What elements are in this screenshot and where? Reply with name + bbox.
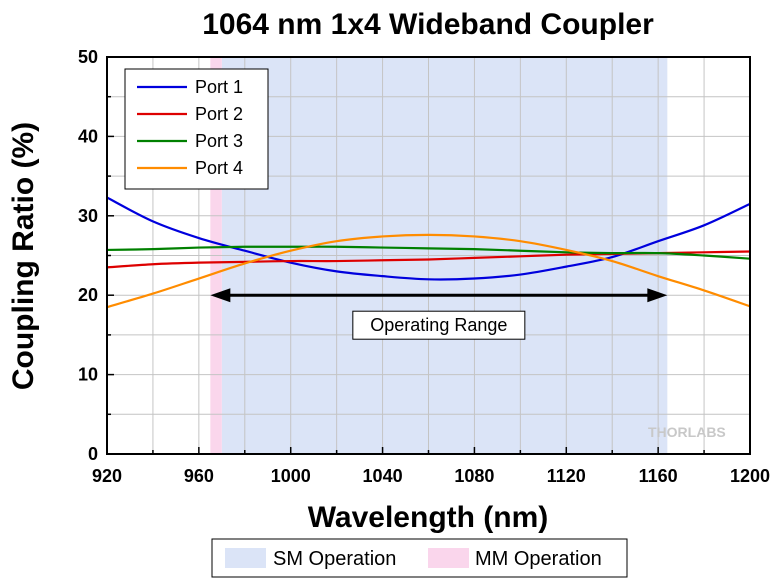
axis-ticks xyxy=(106,56,751,455)
x-tick-label: 920 xyxy=(92,466,122,486)
operating-range-arrowhead-left xyxy=(210,288,231,303)
legend-label-port-4: Port 4 xyxy=(195,158,243,178)
y-tick-label: 20 xyxy=(78,285,98,305)
region-legend-swatch-mm-operation xyxy=(428,548,469,568)
y-tick-label: 0 xyxy=(88,444,98,464)
operating-range-arrow: Operating Range xyxy=(210,288,668,340)
x-tick-label: 1200 xyxy=(730,466,770,486)
operating-range-arrowhead-right xyxy=(647,288,668,303)
region-legend-swatch-sm-operation xyxy=(225,548,266,568)
x-tick-labels: 920 960 1000 1040 1080 1120 1160 1200 xyxy=(92,466,770,486)
y-axis-label: Coupling Ratio (%) xyxy=(7,122,40,390)
region-legend-box xyxy=(211,538,628,578)
region-legend-label-mm-operation: MM Operation xyxy=(475,548,602,570)
y-tick-label: 30 xyxy=(78,206,98,226)
legend-label-port-1: Port 1 xyxy=(195,77,243,97)
series-line-port-1 xyxy=(106,196,751,281)
y-tick-label: 10 xyxy=(78,365,98,385)
x-tick-label: 1160 xyxy=(639,466,678,486)
series-lines xyxy=(106,196,751,309)
series-line-port-4 xyxy=(106,233,751,309)
thorlabs-logo: THORLABS xyxy=(648,424,726,440)
region-legend-label-sm-operation: SM Operation xyxy=(273,548,396,570)
x-tick-label: 1040 xyxy=(363,466,403,486)
x-tick-label: 1000 xyxy=(271,466,311,486)
operating-range-label: Operating Range xyxy=(370,315,507,335)
y-tick-label: 50 xyxy=(78,47,98,67)
operating-range-label-box xyxy=(352,310,526,340)
region-legend: SM Operation MM Operation xyxy=(211,538,628,578)
x-axis-label: Wavelength (nm) xyxy=(308,501,549,534)
series-legend: Port 1 Port 2 Port 3 Port 4 xyxy=(124,68,269,190)
chart-title: 1064 nm 1x4 Wideband Coupler xyxy=(202,8,654,41)
x-tick-label: 1080 xyxy=(454,466,494,486)
y-tick-labels: 0 10 20 30 40 50 xyxy=(78,47,98,464)
legend-label-port-3: Port 3 xyxy=(195,131,243,151)
x-tick-label: 1120 xyxy=(547,466,586,486)
x-tick-label: 960 xyxy=(184,466,214,486)
series-line-port-3 xyxy=(106,245,751,260)
legend-label-port-2: Port 2 xyxy=(195,104,243,124)
y-tick-label: 40 xyxy=(78,126,98,146)
